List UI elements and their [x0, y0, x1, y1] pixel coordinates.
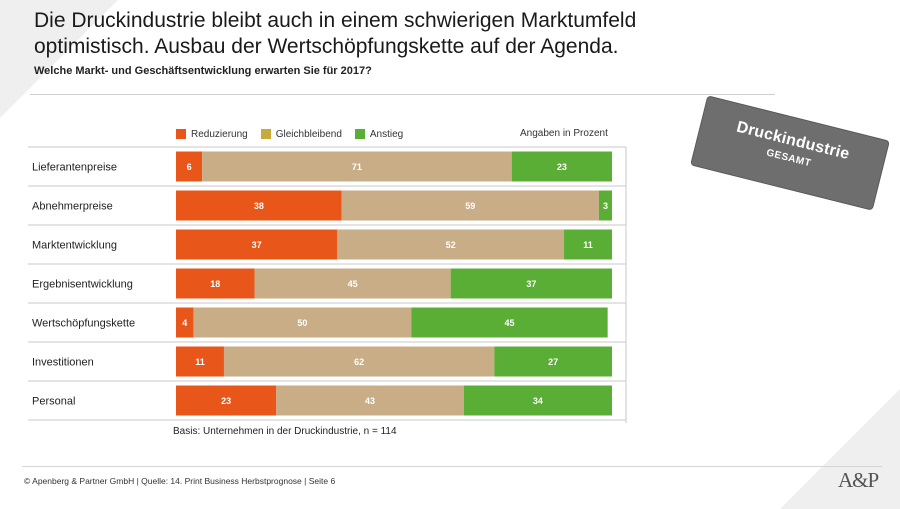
category-label: Investitionen [32, 357, 94, 369]
data-label-anstieg: 45 [505, 318, 515, 328]
footer-divider [22, 466, 882, 467]
bar-segment-anstieg [494, 346, 612, 377]
bar-segment-gleichbleibend [276, 385, 464, 416]
data-label-gleichbleibend: 45 [348, 279, 358, 289]
bar-segment-anstieg [411, 307, 608, 338]
legend: Reduzierung Gleichbleibend Anstieg [176, 127, 416, 141]
chart-question: Welche Markt- und Geschäftsentwicklung e… [34, 65, 372, 77]
bar-segment-reduzierung [176, 268, 255, 299]
category-label: Wertschöpfungskette [32, 318, 135, 330]
bar-segment-reduzierung [176, 307, 194, 338]
title-line-2: optimistisch. Ausbau der Wertschöpfungsk… [34, 35, 619, 58]
legend-item-reduzierung: Reduzierung [176, 129, 248, 140]
category-label: Lieferantenpreise [32, 162, 117, 174]
category-label: Abnehmerpreise [32, 201, 113, 213]
data-label-anstieg: 23 [557, 162, 567, 172]
bar-segment-gleichbleibend [341, 190, 599, 221]
data-label-gleichbleibend: 50 [297, 318, 307, 328]
legend-item-gleichbleibend: Gleichbleibend [260, 128, 342, 140]
data-label-anstieg: 3 [603, 201, 608, 211]
bar-segment-reduzierung [176, 190, 342, 221]
title-line-1: Die Druckindustrie bleibt auch in einem … [34, 9, 637, 32]
page-title: Die Druckindustrie bleibt auch in einem … [34, 8, 734, 60]
bar-segment-gleichbleibend [202, 151, 512, 182]
bar-segment-gleichbleibend [223, 346, 495, 377]
bar-segment-reduzierung [176, 346, 224, 377]
bar-segment-reduzierung [176, 229, 338, 260]
bar-segment-anstieg [511, 151, 612, 182]
data-label-reduzierung: 11 [195, 357, 205, 367]
bar-segment-anstieg [564, 229, 612, 260]
data-label-reduzierung: 18 [210, 279, 220, 289]
category-label: Ergebnisentwicklung [32, 279, 133, 291]
base-note: Basis: Unternehmen in der Druckindustrie… [173, 426, 397, 437]
bar-segment-anstieg [598, 190, 612, 221]
data-label-reduzierung: 4 [182, 318, 187, 328]
data-label-gleichbleibend: 52 [446, 240, 456, 250]
data-label-anstieg: 37 [526, 279, 536, 289]
data-label-reduzierung: 38 [254, 201, 264, 211]
unit-note: Angaben in Prozent [520, 128, 608, 139]
data-label-anstieg: 34 [533, 396, 543, 406]
legend-swatch-anstieg [354, 129, 365, 139]
footer-text: © Apenberg & Partner GmbH | Quelle: 14. … [24, 476, 336, 486]
bar-segment-gleichbleibend [254, 268, 451, 299]
legend-swatch-gleichbleibend [260, 129, 271, 139]
legend-label-gleichbleibend: Gleichbleibend [275, 128, 342, 140]
data-label-reduzierung: 37 [252, 240, 262, 250]
category-label: Marktentwicklung [32, 240, 117, 252]
bar-segment-anstieg [463, 385, 612, 416]
bar-segment-anstieg [450, 268, 612, 299]
company-logo: A&P [838, 468, 879, 492]
data-label-anstieg: 27 [548, 357, 558, 367]
data-label-gleichbleibend: 59 [465, 201, 475, 211]
legend-swatch-reduzierung [176, 129, 186, 139]
data-label-reduzierung: 23 [221, 396, 231, 406]
data-label-reduzierung: 6 [187, 162, 192, 172]
bar-segment-reduzierung [176, 151, 203, 182]
header-divider [30, 94, 775, 95]
legend-item-anstieg: Anstieg [354, 128, 404, 140]
data-label-gleichbleibend: 71 [352, 162, 362, 172]
data-label-gleichbleibend: 62 [354, 357, 364, 367]
bar-segment-reduzierung [176, 385, 277, 416]
bar-segment-gleichbleibend [193, 307, 412, 338]
bar-segment-gleichbleibend [337, 229, 565, 260]
data-label-gleichbleibend: 43 [365, 396, 375, 406]
legend-label-reduzierung: Reduzierung [191, 128, 248, 140]
category-label: Personal [32, 396, 75, 408]
data-label-anstieg: 11 [583, 240, 593, 250]
legend-label-anstieg: Anstieg [369, 128, 404, 140]
